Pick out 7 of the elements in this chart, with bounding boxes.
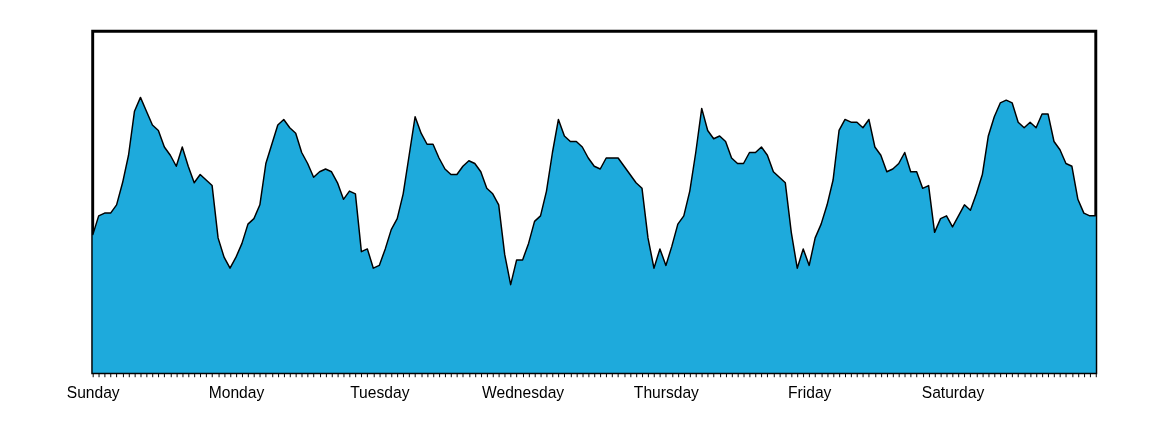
x-tick-label: Tuesday bbox=[350, 383, 410, 401]
x-tick-label: Sunday bbox=[66, 383, 120, 401]
x-tick-label: Friday bbox=[787, 383, 832, 401]
x-tick-label: Thursday bbox=[633, 383, 700, 401]
x-tick-label: Saturday bbox=[921, 383, 985, 401]
x-tick-label: Monday bbox=[208, 383, 265, 401]
x-tick-label: Wednesday bbox=[482, 383, 565, 401]
